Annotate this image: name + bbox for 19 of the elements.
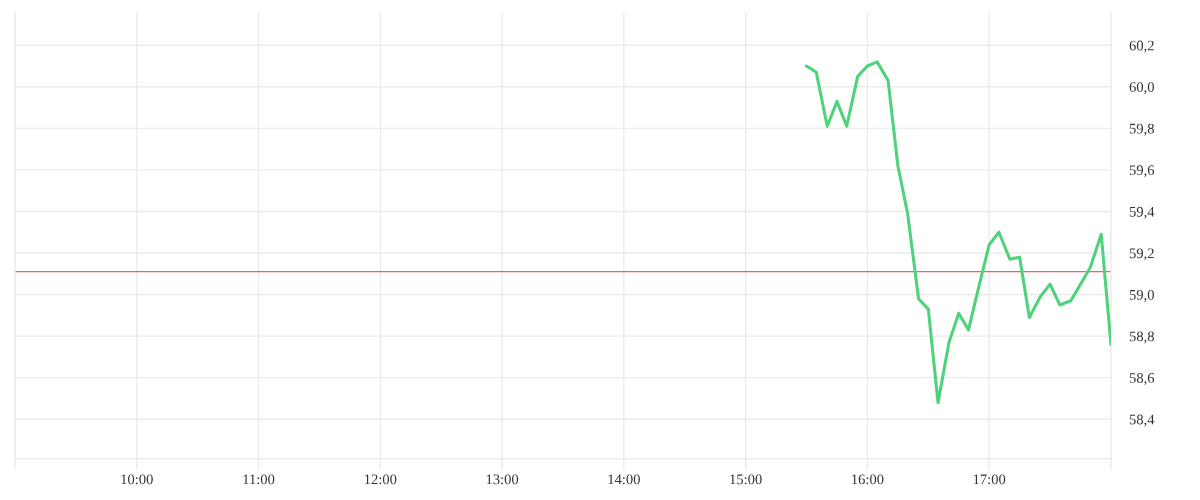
x-tick-label: 15:00 — [730, 474, 762, 485]
y-tick-label: 59,4 — [1129, 206, 1155, 219]
x-tick-label: 16:00 — [852, 474, 884, 485]
y-tick-label: 59,2 — [1129, 248, 1154, 261]
x-tick-label: 12:00 — [364, 474, 397, 485]
x-tick-label: 17:00 — [973, 474, 1006, 485]
y-tick-label: 59,8 — [1129, 123, 1154, 136]
y-tick-label: 58,4 — [1129, 414, 1155, 427]
x-tick-label: 11:00 — [243, 474, 275, 485]
y-tick-label: 60,2 — [1129, 40, 1154, 53]
y-tick-label: 59,6 — [1129, 165, 1155, 178]
y-tick-label: 58,6 — [1129, 373, 1155, 385]
x-tick-label: 13:00 — [486, 474, 519, 485]
x-tick-label: 10:00 — [121, 474, 153, 485]
y-tick-label: 59,0 — [1129, 289, 1154, 302]
line-series — [805, 60, 1111, 405]
y-tick-label: 60,0 — [1129, 82, 1154, 95]
y-tick-label: 58,8 — [1129, 331, 1154, 344]
x-tick-label: 14:00 — [608, 474, 640, 485]
